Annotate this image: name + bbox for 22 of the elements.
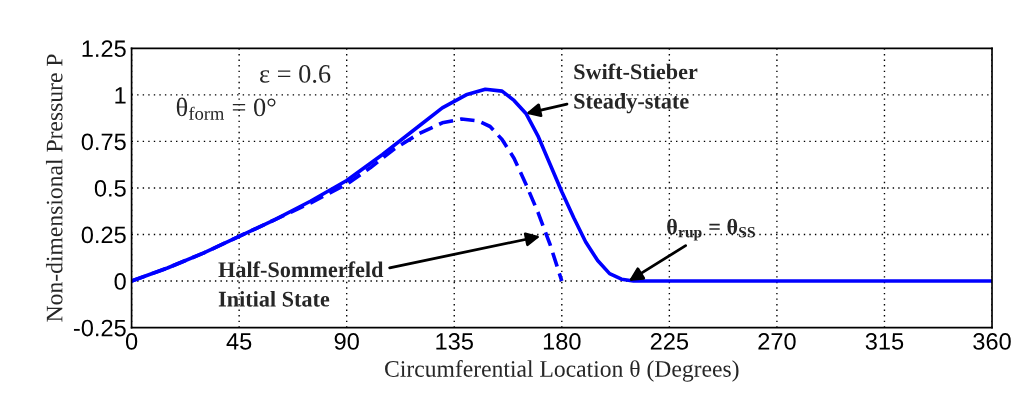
x-tick-label: 270 bbox=[758, 333, 796, 350]
annotation: Half-Sommerfeld Initial State bbox=[218, 261, 384, 307]
y-tick-label: 1.25 bbox=[82, 40, 126, 58]
y-tick-label: 1 bbox=[115, 87, 126, 104]
x-tick-label: 45 bbox=[226, 333, 252, 350]
annotation: θ$_{rup}$ = θ$_{SS}$ bbox=[667, 218, 755, 241]
y-tick-label: -0.25 bbox=[73, 319, 126, 337]
y-axis-title: Non-dimensional Pressure P bbox=[45, 54, 63, 322]
x-tick-label: 90 bbox=[334, 333, 359, 350]
x-tick-label: 0 bbox=[125, 333, 138, 350]
y-tick-label: 0.5 bbox=[94, 180, 126, 197]
y-tick-label: 0.75 bbox=[81, 133, 126, 151]
x-tick-label: 360 bbox=[973, 333, 1011, 350]
x-tick-label: 225 bbox=[650, 333, 689, 350]
annotation: Swift-Stieber Steady-state bbox=[574, 63, 698, 114]
y-tick-label: 0.25 bbox=[81, 226, 126, 244]
y-tick-label: 0 bbox=[114, 273, 126, 290]
x-tick-label: 315 bbox=[865, 333, 904, 350]
x-tick-label: 180 bbox=[543, 333, 581, 350]
x-axis-title: Circumferential Location θ (Degrees) bbox=[385, 360, 739, 382]
x-tick-label: 135 bbox=[436, 333, 473, 350]
annotation: ε = 0.6 bbox=[260, 65, 331, 83]
